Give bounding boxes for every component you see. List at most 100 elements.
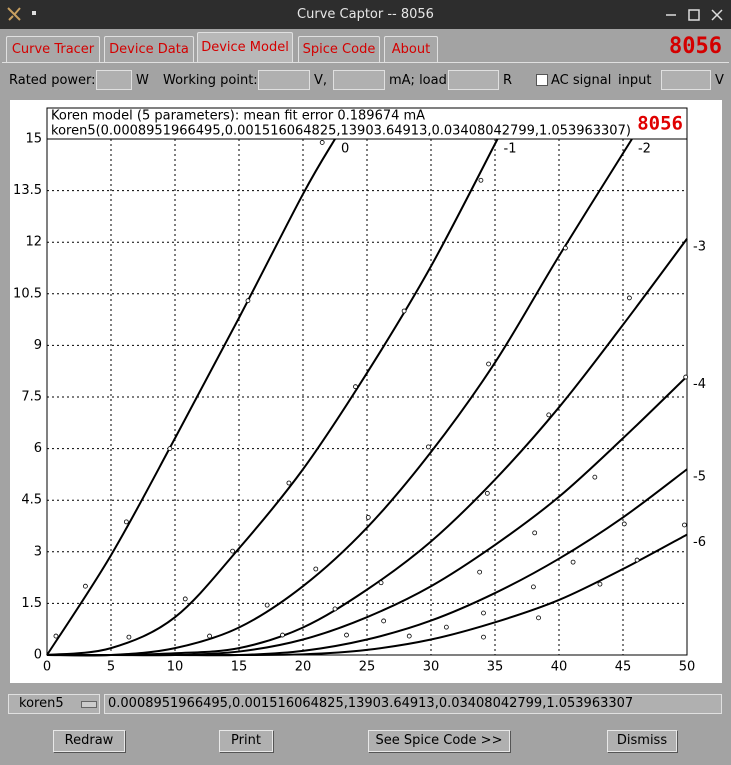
measured-point	[207, 633, 212, 639]
measured-point	[353, 384, 358, 390]
curve	[46, 238, 688, 657]
measured-point	[280, 632, 285, 638]
chart: Koren model (5 parameters): mean fit err…	[10, 100, 722, 683]
title-bar	[0, 0, 731, 29]
parameters-field[interactable]: 0.0008951966495,0.001516064825,13903.649…	[104, 694, 722, 714]
model-name: koren5	[19, 696, 64, 711]
model-selector[interactable]: koren5	[8, 694, 100, 714]
x-tick-label: 20	[295, 660, 312, 675]
measured-point	[167, 446, 173, 452]
label: AC signal	[551, 73, 612, 88]
voltage-input[interactable]	[258, 70, 310, 90]
measured-point	[536, 615, 541, 621]
measured-point	[683, 374, 689, 380]
measured-point	[344, 632, 349, 638]
curve	[46, 138, 633, 657]
measured-point	[570, 559, 576, 565]
tab-active[interactable]: Device Model	[197, 32, 293, 63]
load-input[interactable]	[448, 70, 499, 90]
measured-point	[532, 530, 538, 536]
measured-point	[123, 519, 129, 525]
measured-point	[406, 633, 412, 639]
measured-point	[401, 308, 407, 314]
measured-point	[381, 618, 387, 624]
tab[interactable]: Curve Tracer	[6, 36, 100, 62]
curve	[46, 138, 336, 656]
app-icon	[7, 7, 21, 21]
tab[interactable]: About	[384, 36, 438, 62]
measured-point	[230, 548, 236, 554]
measured-point	[126, 634, 132, 640]
measured-point	[592, 474, 598, 480]
print-button[interactable]: Print	[219, 730, 273, 752]
dropdown-indicator	[81, 701, 97, 708]
x-tick-label: 5	[107, 660, 115, 675]
label: W	[136, 73, 149, 88]
curve-label: -5	[693, 470, 706, 485]
measured-point	[531, 584, 536, 590]
y-tick-label: 12	[25, 235, 42, 250]
curve-label: 0	[341, 142, 349, 157]
measured-point	[332, 606, 338, 612]
spice-button[interactable]: See Spice Code >>	[368, 730, 510, 752]
measured-point	[264, 602, 270, 608]
x-tick-label: 35	[487, 660, 504, 675]
measured-point	[477, 569, 483, 575]
rated-power-input[interactable]	[96, 70, 132, 90]
chart-device-label: 8056	[637, 113, 683, 135]
y-tick-label: 15	[25, 132, 42, 147]
curve	[46, 138, 499, 656]
measured-point	[83, 583, 88, 589]
label: R	[503, 73, 513, 88]
y-tick-label: 0	[34, 648, 42, 663]
measured-point	[627, 295, 632, 301]
y-tick-label: 7.5	[21, 390, 42, 405]
measured-point	[478, 177, 484, 183]
measured-point	[443, 624, 449, 630]
y-tick-label: 4.5	[21, 493, 42, 508]
measured-point	[634, 557, 640, 563]
curve	[47, 533, 688, 657]
measured-point	[486, 361, 492, 367]
measured-point	[378, 580, 384, 586]
measured-point	[286, 480, 292, 486]
x-tick-label: 45	[615, 660, 632, 675]
measured-point	[621, 521, 627, 527]
curve-label: -1	[504, 142, 517, 157]
x-tick-label: 25	[359, 660, 376, 675]
curve-label: -3	[693, 239, 706, 254]
x-tick-label: 0	[43, 660, 51, 675]
curve-label: -2	[638, 142, 651, 157]
label: input	[618, 73, 652, 88]
x-tick-label: 50	[679, 660, 696, 675]
x-tick-label: 30	[423, 660, 440, 675]
x-tick-label: 10	[167, 660, 184, 675]
x-tick-label: 15	[231, 660, 248, 675]
checkbox[interactable]	[536, 74, 548, 86]
dismiss-button[interactable]: Dismiss	[607, 730, 677, 752]
measured-point	[682, 522, 687, 528]
y-tick-label: 3	[34, 544, 42, 559]
input-voltage-input[interactable]	[661, 70, 711, 90]
measured-point	[313, 566, 319, 572]
device-label: 8056	[669, 34, 722, 59]
redraw-button[interactable]: Redraw	[53, 730, 125, 752]
label: V	[715, 73, 724, 88]
measured-point	[481, 610, 486, 616]
curve-label: -6	[693, 535, 706, 550]
current-input[interactable]	[333, 70, 385, 90]
measured-point	[365, 514, 371, 520]
measured-point	[597, 581, 603, 587]
window-title: Curve Captor -- 8056	[297, 7, 434, 22]
label: V,	[314, 73, 328, 88]
tab[interactable]: Spice Code	[298, 36, 380, 62]
measured-point	[481, 634, 486, 640]
menu-dot[interactable]	[32, 11, 38, 17]
tab[interactable]: Device Data	[104, 36, 194, 62]
chart-title: Koren model (5 parameters): mean fit err…	[51, 109, 425, 124]
window-controls[interactable]	[664, 8, 728, 22]
measured-point	[484, 490, 490, 496]
y-tick-label: 1.5	[21, 596, 42, 611]
y-tick-label: 13.5	[13, 183, 42, 198]
measured-point	[426, 444, 431, 450]
